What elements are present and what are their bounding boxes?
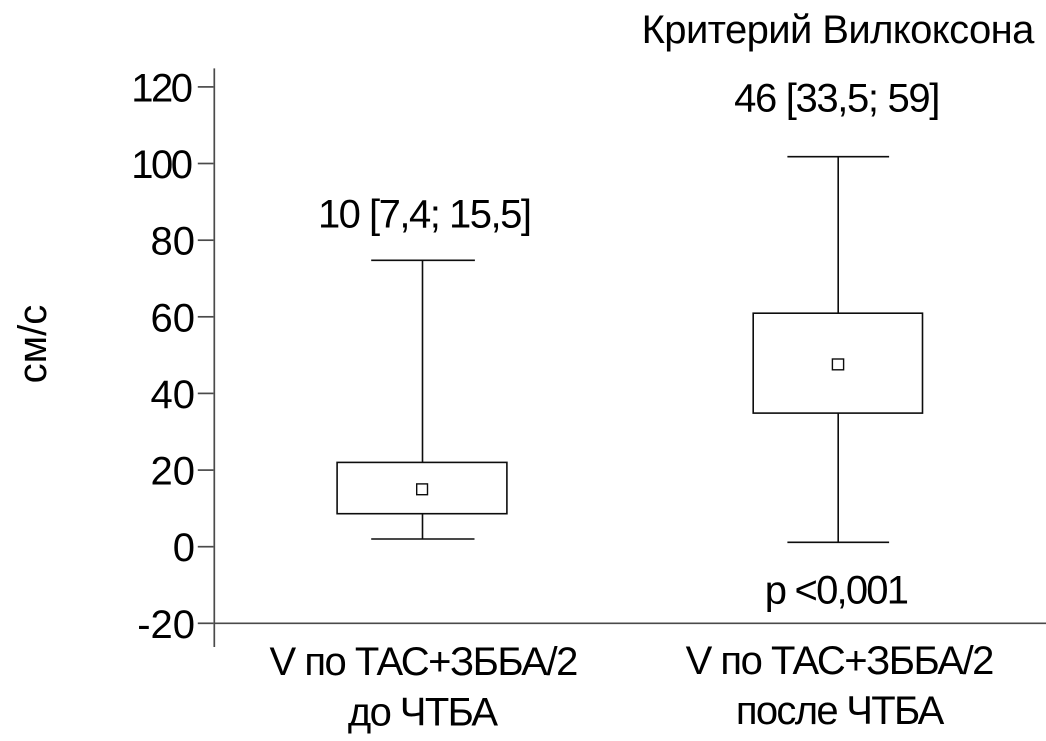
svg-text:80: 80 xyxy=(151,220,196,264)
svg-text:после ЧТБА: после ЧТБА xyxy=(736,689,945,733)
svg-text:-20: -20 xyxy=(137,603,195,647)
svg-text:V по ТАС+ЗББА/2: V по ТАС+ЗББА/2 xyxy=(686,639,994,683)
svg-text:см/с: см/с xyxy=(11,305,55,384)
svg-text:до ЧТБА: до ЧТБА xyxy=(348,690,499,734)
svg-text:Критерий Вилкоксона: Критерий Вилкоксона xyxy=(642,8,1036,52)
svg-text:100: 100 xyxy=(131,143,191,187)
svg-text:60: 60 xyxy=(151,296,196,340)
svg-text:40: 40 xyxy=(151,373,196,417)
svg-text:120: 120 xyxy=(131,66,191,110)
svg-text:46 [33,5; 59]: 46 [33,5; 59] xyxy=(734,77,939,121)
svg-text:p <0,001: p <0,001 xyxy=(765,569,908,613)
svg-text:10 [7,4; 15,5]: 10 [7,4; 15,5] xyxy=(318,192,531,236)
svg-text:V по ТАС+ЗББА/2: V по ТАС+ЗББА/2 xyxy=(270,640,578,684)
svg-text:20: 20 xyxy=(151,450,196,494)
svg-text:0: 0 xyxy=(173,526,195,570)
